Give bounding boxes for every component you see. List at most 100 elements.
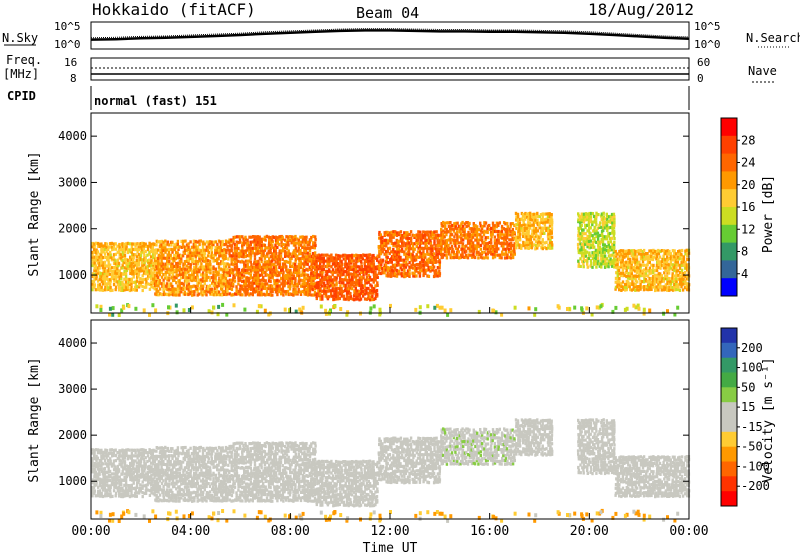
powerCbar-swatch-2 xyxy=(721,153,737,172)
power-cell-7-19-14 xyxy=(611,226,614,230)
power-cell-5-29-8 xyxy=(491,232,494,236)
power-cell-8-19-7 xyxy=(648,269,651,273)
power-cell-0-27-15 xyxy=(139,247,142,251)
power-cell-3-18-7 xyxy=(347,278,350,282)
power-cell-2-42-17 xyxy=(303,246,306,250)
power-cell-1-22-16 xyxy=(192,248,195,252)
velocity-cell-0-23-12 xyxy=(132,462,135,466)
power-cell-6-9-12 xyxy=(531,213,534,217)
power-near-range-119 xyxy=(599,304,603,309)
freq-label-2: [MHz] xyxy=(3,67,39,81)
power-cell-2-41-7 xyxy=(301,273,304,277)
power-cell-1-20-11 xyxy=(189,262,192,267)
power-cell-2-39-17 xyxy=(297,246,300,250)
velocity-cell-0-16-3 xyxy=(120,486,123,491)
velocity-cell-0-7-4 xyxy=(103,483,107,487)
power-cell-6-18-6 xyxy=(547,229,550,233)
power-cell-1-20-7 xyxy=(189,274,192,278)
power-cell-8-34-1 xyxy=(675,284,678,289)
power-cell-8-11-13 xyxy=(634,252,637,256)
power-cell-2-27-17 xyxy=(276,245,279,249)
velocity-cell-0-30-17 xyxy=(144,448,147,453)
power-cell-0-21-15 xyxy=(128,248,132,252)
power-cell-4-12-11 xyxy=(399,244,402,248)
power-cell-5-31-11 xyxy=(495,225,499,229)
power-cell-7-14-3 xyxy=(601,257,605,261)
velocity-cell-0-6-10 xyxy=(102,467,105,471)
power-cell-2-35-13 xyxy=(290,256,293,261)
power-cell-1-23-8 xyxy=(194,270,197,274)
power-cell-8-34-7 xyxy=(675,269,678,273)
power-cell-5-12-2 xyxy=(461,250,464,254)
power-cell-6-18-4 xyxy=(546,234,550,238)
power-cell-2-14-11 xyxy=(253,262,256,266)
power-cell-8-39-3 xyxy=(684,279,687,283)
power-cell-4-5-13 xyxy=(387,239,390,243)
power-cell-7-20-16 xyxy=(613,221,616,225)
power-cell-3-29-6 xyxy=(367,280,370,284)
power-near-range-4 xyxy=(533,312,537,317)
power-cell-8-1-13 xyxy=(616,252,619,256)
power-cell-3-1-12 xyxy=(317,264,320,268)
power-cell-3-4-12 xyxy=(322,264,325,268)
power-cell-4-4-15 xyxy=(385,233,388,237)
velocity-cell-0-17-6 xyxy=(121,478,125,482)
power-cell-2-9-15 xyxy=(244,251,247,255)
power-cell-1-28-18 xyxy=(203,242,207,246)
power-cell-1-35-11 xyxy=(216,261,219,265)
power-cell-1-29-0 xyxy=(205,293,208,297)
power-cell-0-22-12 xyxy=(130,255,134,259)
power-cell-8-8-2 xyxy=(628,282,632,286)
velocity-cell-0-3-3 xyxy=(97,485,100,489)
power-cell-8-35-10 xyxy=(676,260,680,264)
velocity-cell-0-1-3 xyxy=(92,486,96,490)
power-cell-8-24-8 xyxy=(657,265,660,269)
power-cell-4-12-6 xyxy=(399,258,402,262)
power-cell-1-10-11 xyxy=(171,261,174,265)
power-cell-1-40-16 xyxy=(224,248,228,252)
power-cell-3-12-13 xyxy=(336,262,340,266)
power-cell-1-35-16 xyxy=(216,248,219,252)
power-cell-2-30-9 xyxy=(281,267,284,271)
power-cell-2-48-10 xyxy=(313,265,316,269)
power-cell-7-13-12 xyxy=(600,231,604,235)
station-title: Hokkaido (fitACF) xyxy=(92,0,256,19)
power-cell-4-34-11 xyxy=(438,243,441,248)
power-cell-5-41-1 xyxy=(513,252,516,256)
power-cell-2-21-15 xyxy=(265,252,269,256)
power-cell-1-37-15 xyxy=(219,251,223,255)
power-cell-5-31-6 xyxy=(495,238,499,242)
power-cell-5-28-10 xyxy=(490,226,493,230)
power-cell-1-1-6 xyxy=(155,276,158,280)
power-cell-0-28-8 xyxy=(141,266,145,270)
power-cell-6-7-9 xyxy=(527,221,530,225)
power-cell-1-39-6 xyxy=(223,275,226,279)
power-cell-2-34-9 xyxy=(289,268,292,273)
power-cell-2-25-10 xyxy=(272,266,275,270)
power-cell-0-13-0 xyxy=(114,288,117,292)
power-cell-4-31-5 xyxy=(433,260,436,264)
power-cell-6-10-12 xyxy=(532,212,535,216)
power-near-range-77 xyxy=(142,308,146,313)
power-cell-5-22-8 xyxy=(479,233,482,237)
power-cell-1-24-17 xyxy=(196,245,200,249)
power-cell-2-45-19 xyxy=(308,240,312,244)
power-cell-5-19-9 xyxy=(474,230,477,234)
power-cell-3-27-12 xyxy=(363,264,367,268)
power-cell-8-21-1 xyxy=(651,285,655,289)
power-cell-4-4-8 xyxy=(385,252,388,256)
power-cell-0-1-1 xyxy=(93,285,96,289)
power-cell-2-24-2 xyxy=(271,287,274,291)
power-cell-1-23-3 xyxy=(194,284,197,288)
power-cell-2-33-20 xyxy=(287,237,290,241)
power-cell-4-19-1 xyxy=(411,271,414,275)
power-cell-0-20-11 xyxy=(127,258,130,262)
power-cell-0-15-3 xyxy=(117,279,121,283)
power-cell-1-21-7 xyxy=(190,273,194,277)
power-cell-2-3-13 xyxy=(233,257,237,261)
power-cell-6-3-1 xyxy=(520,244,523,248)
power-cell-4-20-14 xyxy=(413,235,416,239)
power-cell-4-12-16 xyxy=(399,230,403,234)
power-cell-4-9-3 xyxy=(394,265,397,270)
power-cell-4-22-16 xyxy=(417,230,420,234)
